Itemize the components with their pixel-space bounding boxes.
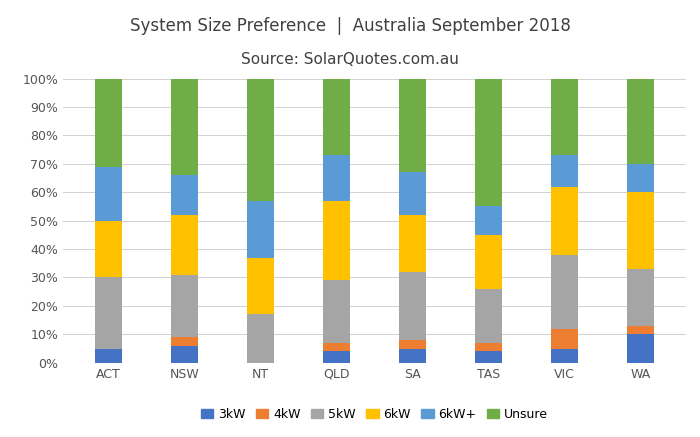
Bar <box>95 167 122 221</box>
Bar <box>551 255 577 329</box>
Bar <box>551 156 577 187</box>
Bar <box>475 79 502 207</box>
Bar <box>172 337 198 346</box>
Bar <box>247 79 274 201</box>
Bar <box>95 349 122 363</box>
Bar <box>323 281 350 343</box>
Bar <box>475 351 502 363</box>
Bar <box>172 175 198 215</box>
Bar <box>172 346 198 363</box>
Bar <box>172 215 198 274</box>
Text: System Size Preference  |  Australia September 2018: System Size Preference | Australia Septe… <box>130 17 570 35</box>
Bar <box>627 192 654 269</box>
Bar <box>172 79 198 175</box>
Bar <box>247 201 274 257</box>
Bar <box>475 343 502 351</box>
Bar <box>551 329 577 349</box>
Bar <box>323 156 350 201</box>
Bar <box>627 269 654 326</box>
Bar <box>399 272 426 340</box>
Bar <box>551 79 577 156</box>
Bar <box>323 201 350 281</box>
Bar <box>475 206 502 235</box>
Bar <box>172 274 198 337</box>
Bar <box>399 340 426 349</box>
Bar <box>627 164 654 192</box>
Bar <box>399 79 426 172</box>
Legend: 3kW, 4kW, 5kW, 6kW, 6kW+, Unsure: 3kW, 4kW, 5kW, 6kW, 6kW+, Unsure <box>196 403 553 426</box>
Bar <box>95 221 122 277</box>
Bar <box>399 349 426 363</box>
Bar <box>627 334 654 363</box>
Bar <box>627 79 654 164</box>
Bar <box>627 326 654 334</box>
Bar <box>247 315 274 363</box>
Bar <box>551 349 577 363</box>
Bar <box>323 79 350 156</box>
Bar <box>95 79 122 167</box>
Bar <box>323 343 350 351</box>
Bar <box>399 172 426 215</box>
Bar <box>95 277 122 349</box>
Bar <box>475 289 502 343</box>
Bar <box>399 215 426 272</box>
Bar <box>475 235 502 289</box>
Bar <box>247 257 274 315</box>
Bar <box>551 187 577 255</box>
Bar <box>323 351 350 363</box>
Text: Source: SolarQuotes.com.au: Source: SolarQuotes.com.au <box>241 52 459 67</box>
